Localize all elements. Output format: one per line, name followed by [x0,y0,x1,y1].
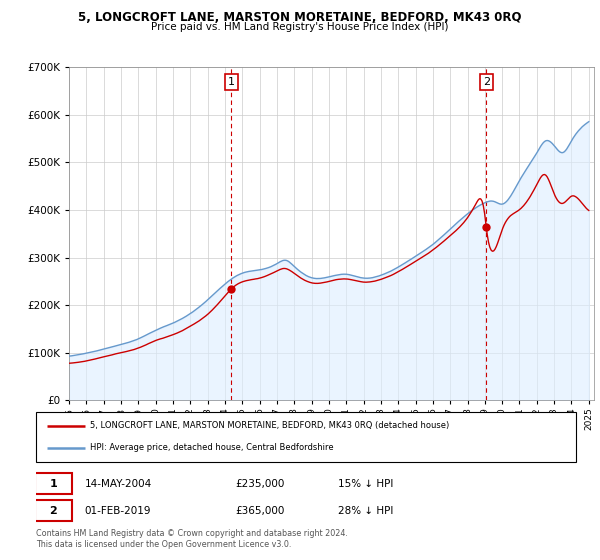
Text: 1: 1 [228,77,235,87]
Text: 2: 2 [49,506,57,516]
Text: 2: 2 [482,77,490,87]
Text: 28% ↓ HPI: 28% ↓ HPI [338,506,394,516]
FancyBboxPatch shape [36,412,576,462]
FancyBboxPatch shape [35,500,71,521]
Text: 01-FEB-2019: 01-FEB-2019 [85,506,151,516]
FancyBboxPatch shape [35,473,71,494]
Text: Contains HM Land Registry data © Crown copyright and database right 2024.
This d: Contains HM Land Registry data © Crown c… [36,529,348,549]
Text: 14-MAY-2004: 14-MAY-2004 [85,479,152,489]
Text: £365,000: £365,000 [236,506,285,516]
Text: 5, LONGCROFT LANE, MARSTON MORETAINE, BEDFORD, MK43 0RQ (detached house): 5, LONGCROFT LANE, MARSTON MORETAINE, BE… [90,421,449,430]
Text: 5, LONGCROFT LANE, MARSTON MORETAINE, BEDFORD, MK43 0RQ: 5, LONGCROFT LANE, MARSTON MORETAINE, BE… [78,11,522,24]
Text: HPI: Average price, detached house, Central Bedfordshire: HPI: Average price, detached house, Cent… [90,444,334,452]
Text: Price paid vs. HM Land Registry's House Price Index (HPI): Price paid vs. HM Land Registry's House … [151,22,449,32]
Text: 15% ↓ HPI: 15% ↓ HPI [338,479,394,489]
Text: £235,000: £235,000 [236,479,285,489]
Text: 1: 1 [49,479,57,489]
